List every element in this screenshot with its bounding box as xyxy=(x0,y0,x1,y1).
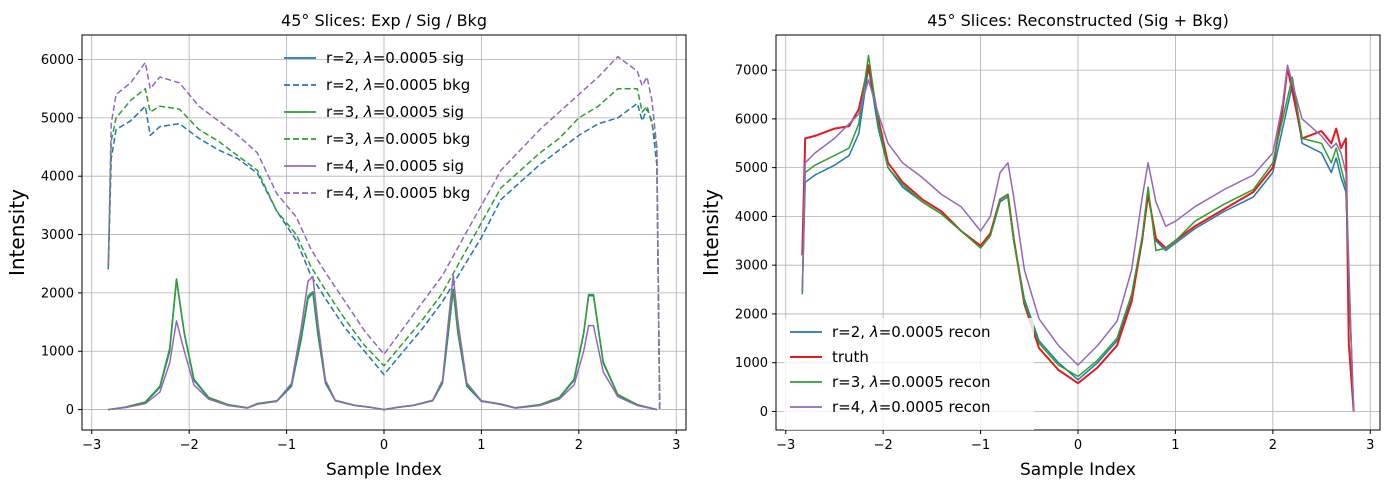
y-tick-label: 1000 xyxy=(735,356,768,371)
x-tick-label: 3 xyxy=(1366,438,1374,453)
y-tick-label: 2000 xyxy=(41,286,74,301)
y-tick-label: 3000 xyxy=(735,259,768,274)
x-tick-label: 1 xyxy=(1171,438,1179,453)
y-tick-label: 5000 xyxy=(41,111,74,126)
x-tick-label: 0 xyxy=(380,438,388,453)
x-tick-label: 2 xyxy=(1269,438,1277,453)
x-tick-label: 0 xyxy=(1074,438,1082,453)
chart-panel-2: −3 −2 −1 0 1 2 3 0 1000 2000 3000 4000 5000 6000 7000 4… xyxy=(699,11,1381,480)
y-axis-label: Intensity xyxy=(699,189,723,276)
series-line xyxy=(801,64,1355,412)
y-tick-label: 4000 xyxy=(41,170,74,185)
x-tick-label: 1 xyxy=(477,438,485,453)
series-line xyxy=(107,55,661,410)
legend-label: r=3, λ=0.0005 bkg xyxy=(326,130,470,148)
x-axis-label: Sample Index xyxy=(1020,460,1136,480)
y-tick-label: 2000 xyxy=(735,307,768,322)
chart-panel-1: −3 −2 −1 0 1 2 3 0 1000 2000 3000 4000 5000 6000 45° S… xyxy=(5,11,687,480)
y-axis-label: Intensity xyxy=(5,189,29,276)
y-tick-label: 3000 xyxy=(41,228,74,243)
y-tick-label: 5000 xyxy=(735,161,768,176)
y-tick-label: 0 xyxy=(66,403,74,418)
x-axis-label: Sample Index xyxy=(326,460,442,480)
y-tick-label: 7000 xyxy=(735,64,768,79)
legend-label: r=4, λ=0.0005 sig xyxy=(326,157,464,175)
x-tick-label: −3 xyxy=(82,438,101,453)
legend: r=2, λ=0.0005 sig r=2, λ=0.0005 bkg r=3, λ… xyxy=(284,49,470,202)
legend-label: r=2, λ=0.0005 bkg xyxy=(326,76,470,94)
x-tick-label: −3 xyxy=(776,438,795,453)
x-tick-label: −2 xyxy=(180,438,199,453)
series-line xyxy=(108,278,657,411)
legend-label: r=2, λ=0.0005 sig xyxy=(326,49,464,67)
x-tick-label: −1 xyxy=(277,438,296,453)
y-tick-label: 6000 xyxy=(735,112,768,127)
x-tick-label: −1 xyxy=(971,438,990,453)
series-line xyxy=(107,87,661,410)
chart-title: 45° Slices: Exp / Sig / Bkg xyxy=(281,11,487,30)
x-tick-label: −2 xyxy=(874,438,893,453)
y-tick-label: 1000 xyxy=(41,345,74,360)
legend-label: r=3, λ=0.0005 sig xyxy=(326,103,464,121)
legend-label: r=4, λ=0.0005 bkg xyxy=(326,184,470,202)
legend-label: r=2, λ=0.0005 recon xyxy=(832,323,991,341)
x-tick-label: 3 xyxy=(672,438,680,453)
series-line xyxy=(108,274,657,411)
legend: r=2, λ=0.0005 recon truth r=3, λ=0.0005 re… xyxy=(784,318,1034,430)
legend-label: r=4, λ=0.0005 recon xyxy=(832,398,991,416)
series-line xyxy=(108,279,657,411)
y-tick-label: 4000 xyxy=(735,210,768,225)
x-tick-label: 2 xyxy=(575,438,583,453)
y-tick-label: 6000 xyxy=(41,53,74,68)
legend-label: truth xyxy=(832,348,869,366)
chart-title: 45° Slices: Reconstructed (Sig + Bkg) xyxy=(927,11,1229,30)
legend-label: r=3, λ=0.0005 recon xyxy=(832,373,991,391)
series-line xyxy=(801,54,1355,412)
series-line xyxy=(107,102,661,410)
y-tick-label: 0 xyxy=(760,405,768,420)
